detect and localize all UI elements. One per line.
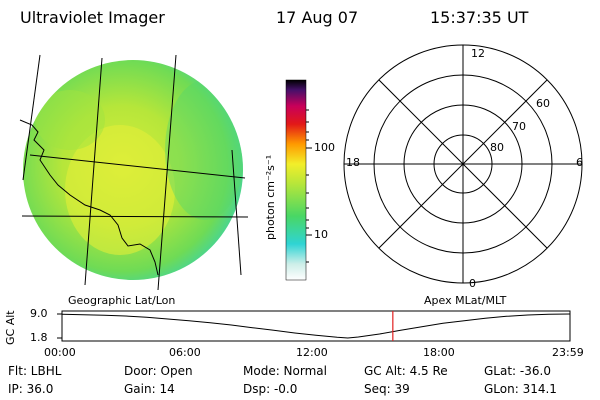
altitude-panel-frame	[61, 310, 571, 342]
mlt-label-0: 0	[469, 277, 476, 290]
apex-caption: Apex MLat/MLT	[424, 294, 507, 307]
mlt-label-6: 6	[576, 156, 583, 169]
filter-status: Flt: LBHL	[8, 364, 62, 378]
observation-date: 17 Aug 07	[276, 8, 359, 27]
time-tick-0600: 06:00	[169, 346, 201, 359]
colorbar-unit-label: photon cm⁻²s⁻¹	[264, 154, 277, 240]
altitude-panel-ticks	[57, 313, 62, 339]
altitude-tick-1.8: 1.8	[30, 331, 48, 344]
seq-status: Seq: 39	[364, 382, 410, 396]
mlat-label-80: 80	[490, 141, 504, 154]
colorbar-ticks	[306, 109, 312, 263]
lat-lon-grid	[21, 54, 249, 291]
ip-status: IP: 36.0	[8, 382, 54, 396]
instrument-title: Ultraviolet Imager	[20, 8, 165, 27]
altitude-axis-label: GC Alt	[4, 310, 17, 345]
gc-alt-status: GC Alt: 4.5 Re	[364, 364, 448, 378]
colorbar	[285, 79, 307, 281]
glat-status: GLat: -36.0	[484, 364, 551, 378]
colorbar-tick-label-100: 100	[314, 141, 335, 154]
time-tick-2359: 23:59	[552, 346, 584, 359]
gain-status: Gain: 14	[124, 382, 175, 396]
time-tick-1200: 12:00	[296, 346, 328, 359]
door-status: Door: Open	[124, 364, 193, 378]
glon-status: GLon: 314.1	[484, 382, 557, 396]
altitude-tick-9: 9.0	[30, 307, 48, 320]
geographic-caption: Geographic Lat/Lon	[68, 294, 176, 307]
mlat-label-70: 70	[512, 120, 526, 133]
dsp-status: Dsp: -0.0	[243, 382, 298, 396]
mlt-label-12: 12	[471, 47, 485, 60]
coastline	[19, 119, 159, 276]
time-tick-1800: 18:00	[423, 346, 455, 359]
observation-time: 15:37:35 UT	[430, 8, 529, 27]
time-tick-0000: 00:00	[44, 346, 76, 359]
colorbar-tick-label-10: 10	[314, 228, 328, 241]
mlat-label-60: 60	[536, 97, 550, 110]
gc-altitude-series	[61, 313, 571, 339]
mlt-label-18: 18	[346, 156, 360, 169]
mode-status: Mode: Normal	[243, 364, 327, 378]
polar-plot	[343, 44, 583, 284]
